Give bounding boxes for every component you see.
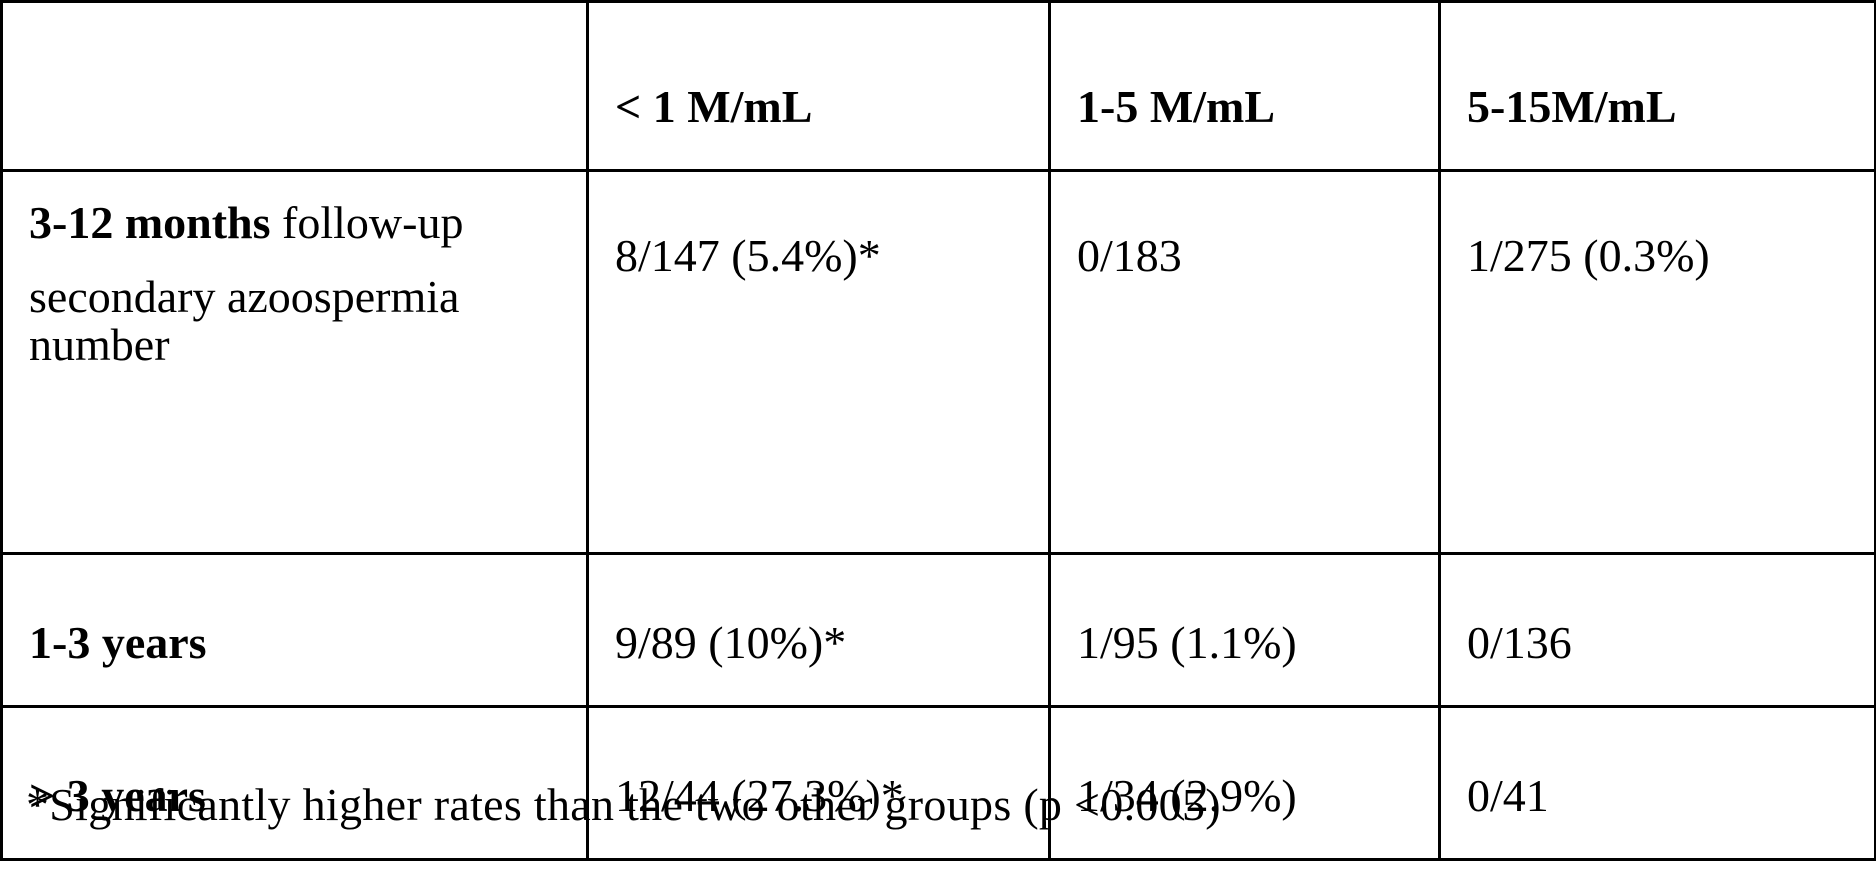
header-empty-cell xyxy=(0,0,589,172)
table-row: 3-12 months follow-up secondary azoosper… xyxy=(0,169,1876,555)
table-cell: 0/136 xyxy=(1438,552,1876,708)
column-header: < 1 M/mL xyxy=(586,0,1051,172)
table-cell: 9/89 (10%)* xyxy=(586,552,1051,708)
table-cell: 1/34 (2.9%) xyxy=(1048,705,1441,861)
table-row: > 3 years 12/44 (27.3%)* 1/34 (2.9%) 0/4… xyxy=(0,705,1876,861)
row-label: 3-12 months follow-up secondary azoosper… xyxy=(0,169,589,555)
row-label: 1-3 years xyxy=(0,552,589,708)
table-cell: 0/183 xyxy=(1048,169,1441,555)
column-header: 5-15M/mL xyxy=(1438,0,1876,172)
table-cell: 8/147 (5.4%)* xyxy=(586,169,1051,555)
table-cell: 12/44 (27.3%)* xyxy=(586,705,1051,861)
column-header: 1-5 M/mL xyxy=(1048,0,1441,172)
table-row: 1-3 years 9/89 (10%)* 1/95 (1.1%) 0/136 xyxy=(0,552,1876,708)
row-label-bold: 3-12 months xyxy=(29,197,271,248)
table-cell: 0/41 xyxy=(1438,705,1876,861)
row-label: > 3 years xyxy=(0,705,589,861)
table-footnote: *Significantly higher rates than the two… xyxy=(26,779,1221,830)
row-label-text: follow-up secondary azoospermia xyxy=(29,197,464,322)
table-header-row: < 1 M/mL 1-5 M/mL 5-15M/mL xyxy=(0,0,1876,172)
row-label-text: number xyxy=(29,319,170,370)
table-cell: 1/275 (0.3%) xyxy=(1438,169,1876,555)
table-cell: 1/95 (1.1%) xyxy=(1048,552,1441,708)
